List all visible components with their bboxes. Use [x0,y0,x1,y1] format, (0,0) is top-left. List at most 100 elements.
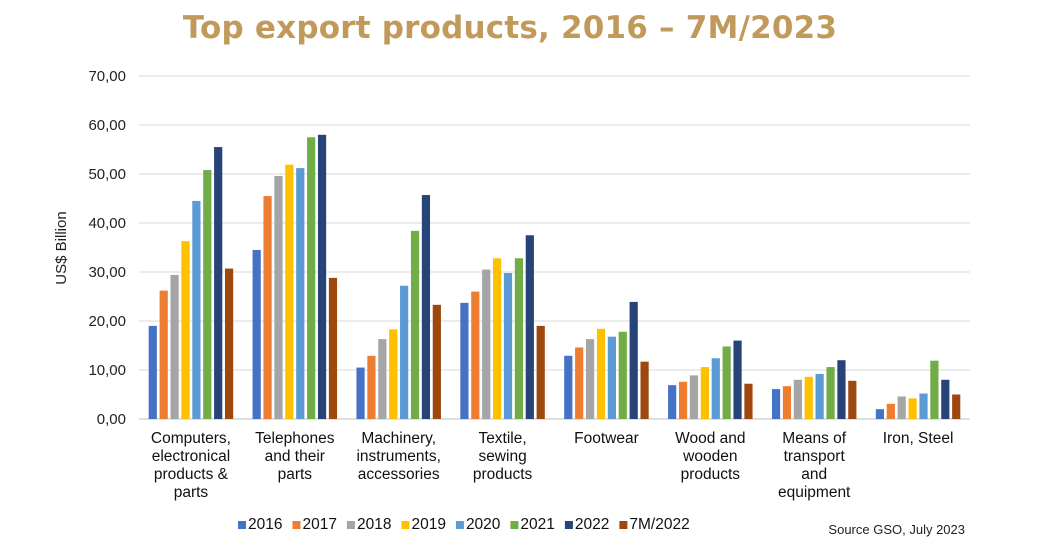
bar-2019-cat6 [804,376,813,419]
bar-2021-cat4 [618,331,627,419]
bar-2018-cat2 [378,339,387,419]
category-label: Telephones and their parts [255,430,335,483]
bars [148,134,961,420]
bar-2020-cat2 [400,285,409,419]
bar-2020-cat6 [815,373,824,419]
legend-label: 2020 [466,516,501,533]
bar-2021-cat3 [514,258,524,419]
bar-2016-cat3 [460,302,469,419]
bar-2017-cat7 [886,403,895,419]
y-tick-label: 40,00 [88,215,126,232]
bar-2018-cat7 [897,396,906,419]
chart-title: Top export products, 2016 – 7M/2023 [182,10,838,46]
legend: 2016 2017 2018 2019 2020 2021 2022 7M/2022 [238,516,690,533]
bar-2017-cat2 [367,355,376,419]
bar-7M-2022-cat4 [640,361,649,419]
bar-2018-cat4 [585,339,595,419]
legend-label: 2018 [357,516,391,533]
bar-2021-cat1 [307,137,316,419]
category-label: Textile, sewing products [473,430,533,483]
y-tick-label: 30,00 [88,264,126,281]
y-axis: 0,00 10,00 20,00 30,00 40,00 50,00 60,00 70,00 [88,68,126,428]
bar-2016-cat7 [875,409,885,419]
y-tick-label: 60,00 [88,117,126,134]
bar-2018-cat5 [689,375,699,419]
bar-2019-cat3 [493,258,502,419]
bar-2019-cat5 [700,367,709,419]
bar-2018-cat3 [482,269,491,419]
bar-2022-cat6 [837,360,846,419]
category-label: Means of transport and equipment [778,430,851,501]
bar-2017-cat0 [159,290,168,419]
bar-2020-cat5 [711,358,720,419]
bar-2018-cat0 [170,274,179,419]
y-axis-label: US$ Billion [53,211,70,284]
y-tick-label: 10,00 [88,362,126,379]
bar-2016-cat2 [356,367,365,419]
bar-2016-cat4 [564,355,573,419]
bar-2020-cat4 [607,336,616,419]
legend-swatch [346,521,355,529]
legend-label: 2017 [302,516,336,533]
bar-2021-cat2 [410,230,420,419]
category-label: Wood and wooden products [675,430,745,483]
bar-2016-cat6 [771,389,781,419]
bar-2017-cat3 [471,291,480,419]
bar-2021-cat6 [826,367,835,419]
bar-2017-cat4 [575,347,584,419]
x-axis: Computers, electronical products & parts Tel… [151,430,954,501]
legend-label: 2016 [248,516,282,533]
legend-swatch [455,521,464,529]
y-tick-label: 0,00 [97,411,126,428]
bar-7M-2022-cat6 [848,380,857,419]
legend-label: 2022 [575,516,609,533]
bar-2017-cat5 [678,381,688,419]
source-note: Source GSO, July 2023 [828,522,965,537]
legend-label: 2021 [520,516,554,533]
bar-2019-cat2 [389,329,398,419]
bar-7M-2022-cat5 [744,383,753,419]
bar-7M-2022-cat3 [536,325,545,419]
bar-2021-cat7 [930,360,939,419]
bar-7M-2022-cat1 [328,277,338,419]
bar-7M-2022-cat0 [224,268,234,419]
legend-label: 7M/2022 [629,516,689,533]
bar-2019-cat1 [285,164,294,419]
category-label: Iron, Steel [883,430,954,447]
bar-2019-cat4 [596,328,606,419]
bar-2018-cat1 [274,175,283,419]
legend-label: 2019 [411,516,445,533]
legend-swatch [292,521,301,529]
bar-2017-cat6 [782,386,792,419]
y-tick-label: 50,00 [88,166,126,183]
bar-7M-2022-cat7 [952,394,961,419]
y-tick-label: 20,00 [88,313,126,330]
bar-2022-cat4 [629,301,638,419]
bar-2020-cat0 [192,200,201,419]
bar-2019-cat7 [908,398,917,419]
bar-2016-cat1 [252,249,261,419]
bar-2022-cat5 [733,340,742,419]
bar-2022-cat1 [317,134,327,420]
bar-2017-cat1 [263,196,272,419]
category-label: Machinery, instruments, accessories [356,430,440,483]
legend-swatch [238,521,246,529]
bar-2020-cat1 [296,168,305,419]
bar-2016-cat0 [148,325,157,419]
bar-2018-cat6 [793,379,802,419]
bar-2022-cat3 [525,235,534,419]
legend-swatch [510,521,519,529]
bar-2019-cat0 [181,241,190,419]
bar-2016-cat5 [668,385,677,419]
bar-2022-cat0 [214,147,223,420]
bar-2022-cat7 [941,379,950,419]
bar-2020-cat3 [503,272,513,419]
bar-2020-cat7 [919,393,928,419]
bar-7M-2022-cat2 [432,304,441,419]
category-label: Computers, electronical products & parts [151,430,231,501]
bar-2021-cat0 [203,170,212,419]
y-tick-label: 70,00 [88,68,126,85]
bar-2021-cat5 [722,346,731,419]
category-label: Footwear [574,430,639,447]
